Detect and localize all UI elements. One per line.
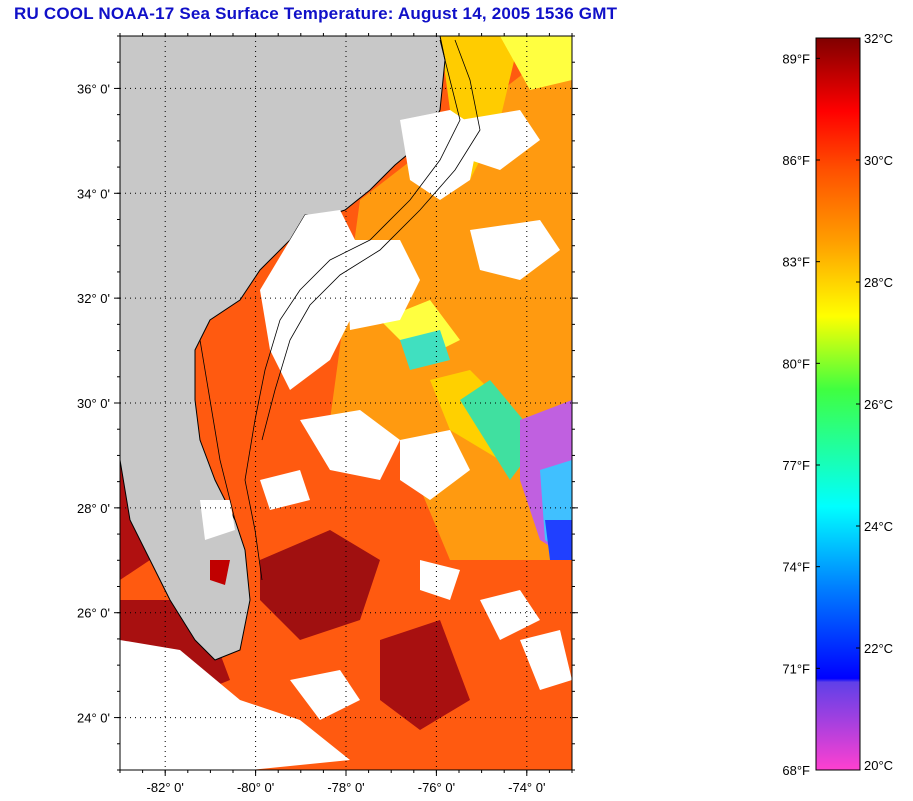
cb-celsius-label: 24°C (864, 519, 893, 534)
map-title: RU COOL NOAA-17 Sea Surface Temperature:… (14, 4, 618, 23)
grid-lines (120, 36, 572, 770)
lat-tick-label: 28° 0' (77, 501, 110, 516)
lon-tick-label: -76° 0' (418, 780, 455, 795)
cb-celsius-label: 20°C (864, 758, 893, 773)
cb-celsius-label: 32°C (864, 31, 893, 46)
contour-line (244, 39, 461, 581)
lon-tick-label: -78° 0' (327, 780, 364, 795)
cb-fahrenheit-label: 83°F (782, 255, 810, 270)
cb-celsius-label: 30°C (864, 153, 893, 168)
cb-fahrenheit-label: 86°F (782, 153, 810, 168)
cb-fahrenheit-label: 74°F (782, 560, 810, 575)
lat-tick-label: 34° 0' (77, 186, 110, 201)
colorbar-labels: 32°C 30°C 28°C 26°C 24°C 22°C 20°C 89°F 86°F 83°F… (782, 31, 893, 778)
cb-fahrenheit-label: 71°F (782, 661, 810, 676)
axis-ticks (114, 33, 578, 776)
colorbar (815, 37, 861, 771)
lat-tick-label: 24° 0' (77, 711, 110, 726)
cb-fahrenheit-label: 68°F (782, 763, 810, 778)
cloud-cover (260, 210, 360, 390)
lon-tick-label: -74° 0' (508, 780, 545, 795)
cb-fahrenheit-label: 77°F (782, 458, 810, 473)
lat-tick-label: 30° 0' (77, 396, 110, 411)
lon-tick-label: -82° 0' (147, 780, 184, 795)
lon-tick-label: -80° 0' (237, 780, 274, 795)
cb-celsius-label: 22°C (864, 641, 893, 656)
lat-tick-label: 26° 0' (77, 606, 110, 621)
lat-tick-label: 36° 0' (77, 81, 110, 96)
lat-tick-label: 32° 0' (77, 291, 110, 306)
cb-fahrenheit-label: 89°F (782, 51, 810, 66)
cb-celsius-label: 26°C (864, 397, 893, 412)
cb-celsius-label: 28°C (864, 275, 893, 290)
cb-fahrenheit-label: 80°F (782, 356, 810, 371)
map-area (120, 36, 572, 770)
axis-labels: 36° 0' 34° 0' 32° 0' 30° 0' 28° 0' 26° 0' 24° … (77, 81, 545, 795)
